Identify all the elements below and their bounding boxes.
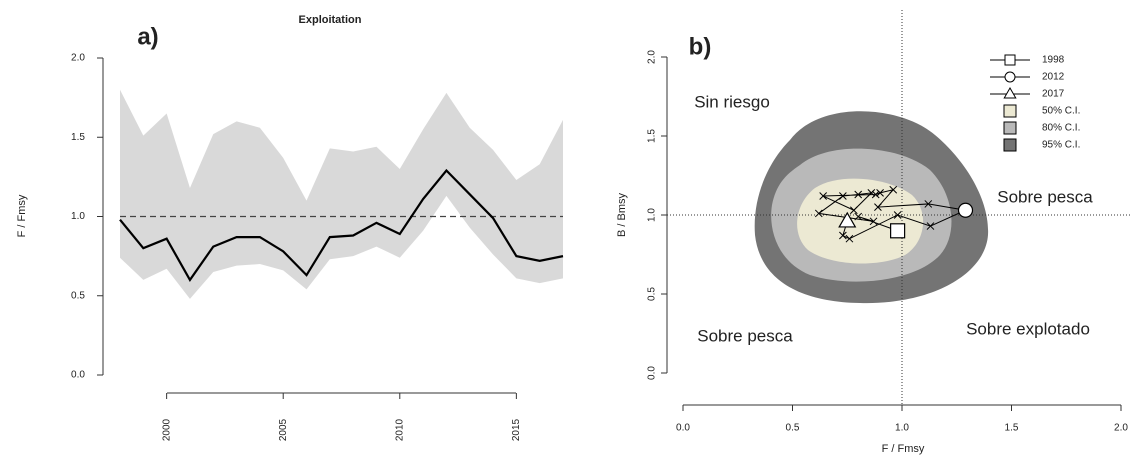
trajectory-point — [814, 209, 823, 218]
marker-circle — [957, 202, 974, 218]
ci-50-region — [797, 178, 924, 264]
trajectory-point — [839, 231, 847, 240]
x-axis-label: F / Fmsy — [882, 443, 925, 455]
legend-swatch — [1003, 121, 1017, 135]
marker-triangle — [1003, 86, 1017, 99]
marker-triangle — [838, 211, 857, 228]
y-tick-label: 0.5 — [647, 287, 658, 301]
y-tick-label: 1.5 — [71, 132, 85, 143]
trajectory-point — [893, 211, 902, 219]
x-tick-label: 2005 — [278, 418, 289, 441]
y-axis-label: B / Bmsy — [616, 193, 628, 238]
x-tick-label: 1.5 — [1005, 423, 1019, 434]
trajectory-point — [874, 203, 882, 211]
y-axis-label: F / Fmsy — [16, 194, 28, 237]
zone-label: Sobre pesca — [697, 326, 793, 345]
zone-label: Sobre pesca — [997, 187, 1093, 206]
marker-circle — [1004, 71, 1016, 83]
trajectory-point — [924, 200, 933, 208]
zone-label: Sin riesgo — [694, 92, 770, 111]
legend-label: 95% C.I. — [1042, 140, 1080, 151]
y-tick-label: 0.0 — [647, 366, 658, 380]
x-tick-label: 2010 — [394, 418, 405, 441]
legend-label: 1998 — [1042, 55, 1065, 66]
legend-label: 2012 — [1042, 72, 1065, 83]
x-tick-label: 2.0 — [1114, 423, 1128, 434]
zone-label: Sobre explotado — [966, 319, 1090, 338]
trajectory-point — [854, 190, 863, 199]
panel-label: b) — [689, 33, 712, 60]
y-tick-label: 1.0 — [647, 208, 658, 222]
panel-title: Exploitation — [299, 14, 362, 26]
marker-square — [890, 223, 906, 239]
trajectory-point — [849, 206, 858, 215]
y-tick-label: 1.5 — [647, 129, 658, 143]
trajectory-point — [845, 234, 854, 243]
x-tick-label: 1.0 — [895, 423, 909, 434]
trajectory-point — [869, 217, 878, 226]
x-tick-label: 2015 — [511, 418, 522, 441]
legend-swatch — [1003, 104, 1017, 118]
x-tick-label: 2000 — [161, 418, 172, 441]
confidence-regions — [754, 111, 989, 304]
y-tick-label: 0.5 — [71, 290, 85, 301]
x-tick-label: 0.0 — [676, 423, 690, 434]
trajectory-point — [876, 189, 884, 197]
trajectory-line — [817, 188, 968, 240]
trajectory-point — [839, 192, 847, 200]
uncertainty-band — [120, 89, 563, 299]
marker-square — [1004, 54, 1016, 66]
series-line — [119, 168, 564, 282]
x-tick-label: 0.5 — [786, 423, 800, 434]
legend-swatch — [1003, 138, 1017, 152]
trajectory-point — [889, 185, 898, 194]
legend-label: 80% C.I. — [1042, 123, 1080, 134]
y-tick-label: 2.0 — [647, 50, 658, 64]
trajectory-point — [819, 192, 828, 200]
panel-label: a) — [137, 23, 158, 50]
trajectory-point — [871, 190, 880, 199]
y-tick-label: 2.0 — [71, 53, 85, 64]
trajectory-point — [867, 189, 876, 197]
legend-label: 50% C.I. — [1042, 106, 1080, 117]
legend-label: 2017 — [1042, 89, 1065, 100]
y-tick-label: 0.0 — [71, 370, 85, 381]
y-tick-label: 1.0 — [71, 211, 85, 222]
trajectory-point — [854, 212, 863, 221]
trajectory-point — [926, 222, 935, 230]
